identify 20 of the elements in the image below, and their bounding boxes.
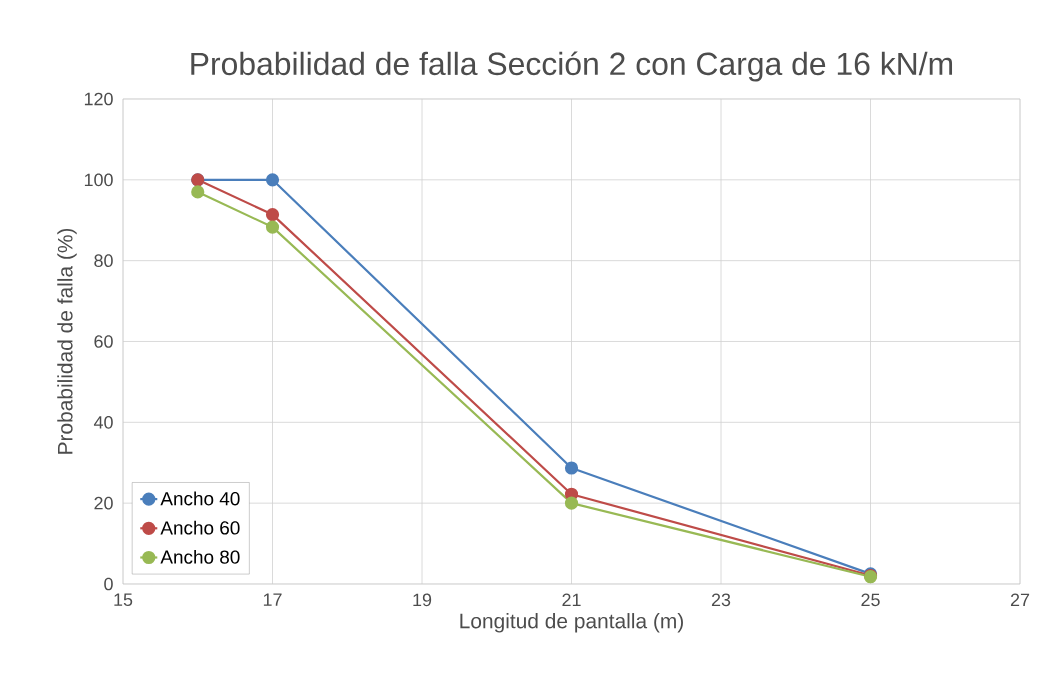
y-tick-label: 80 [94,254,113,267]
y-axis-title: Probabilidad de falla (%) [57,228,77,454]
x-tick-label: 23 [711,593,731,607]
x-tick-label: 25 [861,593,880,607]
x-axis-title: Longitud de pantalla (m) [460,613,683,633]
legend-label: Ancho 80 [160,549,240,564]
chart-title: Probabilidad de falla Sección 2 con Carga de 16 kN/m [191,51,953,82]
y-tick-label: 0 [104,577,113,591]
x-tick-label: 15 [114,593,133,607]
y-tick-label: 40 [93,415,113,429]
y-tick-label: 20 [94,496,113,510]
x-tick-label: 21 [562,593,581,607]
y-tick-label: 120 [84,92,113,106]
legend-label: Ancho 60 [160,520,240,535]
x-tick-label: 17 [263,593,282,606]
legend-label: Ancho 40 [160,491,240,506]
y-tick-label: 60 [94,335,113,348]
x-tick-label: 27 [1010,593,1030,607]
y-tick-label: 100 [84,173,113,187]
x-tick-label: 19 [413,593,432,607]
